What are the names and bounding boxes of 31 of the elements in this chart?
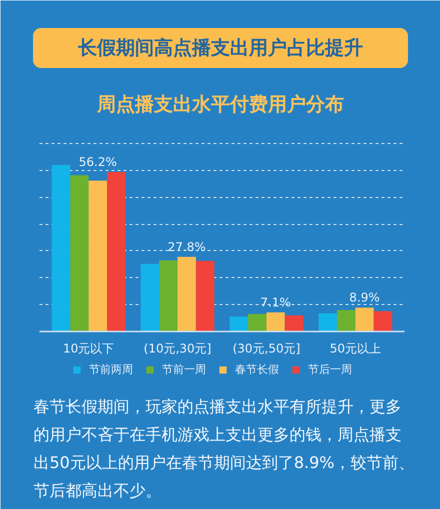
bar xyxy=(230,316,248,332)
x-tick-label: 50元以上 xyxy=(330,342,381,356)
bar xyxy=(88,180,107,332)
data-label: 8.9% xyxy=(349,290,380,305)
bar xyxy=(107,172,126,332)
legend-label: 春节长假 xyxy=(235,362,279,377)
x-tick-label: (30元,50元] xyxy=(232,342,300,356)
bar xyxy=(70,175,89,332)
bar xyxy=(140,264,160,332)
bar xyxy=(374,311,392,332)
bar xyxy=(248,314,266,332)
bar xyxy=(196,260,214,332)
data-label: 7.1% xyxy=(260,295,291,310)
text: 春节长假期间，玩家的点播支出水平有所提升，更多的用户不吝于在手机游戏上支出更多的钱，周点播支出50元以上的用户在春节期间达到了8.9%，较节前、节后都高出不少。 xyxy=(34,397,415,500)
legend-label: 节后一周 xyxy=(308,362,352,377)
bar xyxy=(336,310,356,332)
bar xyxy=(318,313,337,332)
bar xyxy=(284,315,304,332)
x-tick-label: (10元,30元] xyxy=(144,342,212,356)
chart-subtitle: 周点播支出水平付费用户分布 xyxy=(96,94,344,116)
bar xyxy=(159,260,178,332)
bar xyxy=(178,256,196,332)
bar xyxy=(355,308,374,332)
legend-label: 节前一周 xyxy=(162,362,206,377)
data-label: 27.8% xyxy=(168,240,206,254)
chart-title: 长假期间高点播支出用户占比提升 xyxy=(77,37,363,59)
x-tick-label: 10元以下 xyxy=(62,342,114,356)
bar xyxy=(266,312,285,332)
bar xyxy=(52,164,70,332)
data-label: 56.2% xyxy=(78,154,117,169)
legend-label: 节前两周 xyxy=(89,362,133,377)
